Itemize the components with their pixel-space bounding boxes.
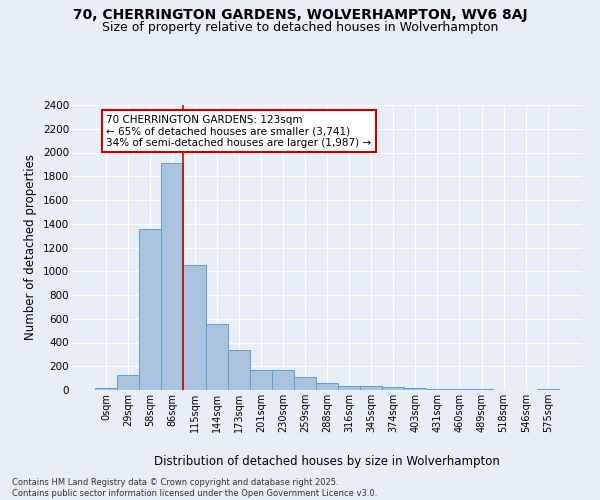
Bar <box>427 389 448 390</box>
Text: Size of property relative to detached houses in Wolverhampton: Size of property relative to detached ho… <box>102 21 498 34</box>
Bar <box>250 370 272 390</box>
Text: Contains HM Land Registry data © Crown copyright and database right 2025.
Contai: Contains HM Land Registry data © Crown c… <box>12 478 377 498</box>
Bar <box>117 375 139 390</box>
Bar <box>272 370 294 390</box>
Bar <box>338 386 360 390</box>
Bar <box>316 383 338 390</box>
Bar <box>382 387 404 390</box>
Bar <box>95 388 117 390</box>
Text: 70, CHERRINGTON GARDENS, WOLVERHAMPTON, WV6 8AJ: 70, CHERRINGTON GARDENS, WOLVERHAMPTON, … <box>73 8 527 22</box>
Bar <box>294 377 316 390</box>
Y-axis label: Number of detached properties: Number of detached properties <box>25 154 37 340</box>
Bar <box>227 350 250 390</box>
Text: Distribution of detached houses by size in Wolverhampton: Distribution of detached houses by size … <box>154 454 500 468</box>
Bar <box>537 389 559 390</box>
Bar <box>139 228 161 390</box>
Text: 70 CHERRINGTON GARDENS: 123sqm
← 65% of detached houses are smaller (3,741)
34% : 70 CHERRINGTON GARDENS: 123sqm ← 65% of … <box>106 114 371 148</box>
Bar <box>360 386 382 390</box>
Bar <box>161 163 184 390</box>
Bar <box>404 388 427 390</box>
Bar <box>184 266 206 390</box>
Bar <box>206 324 227 390</box>
